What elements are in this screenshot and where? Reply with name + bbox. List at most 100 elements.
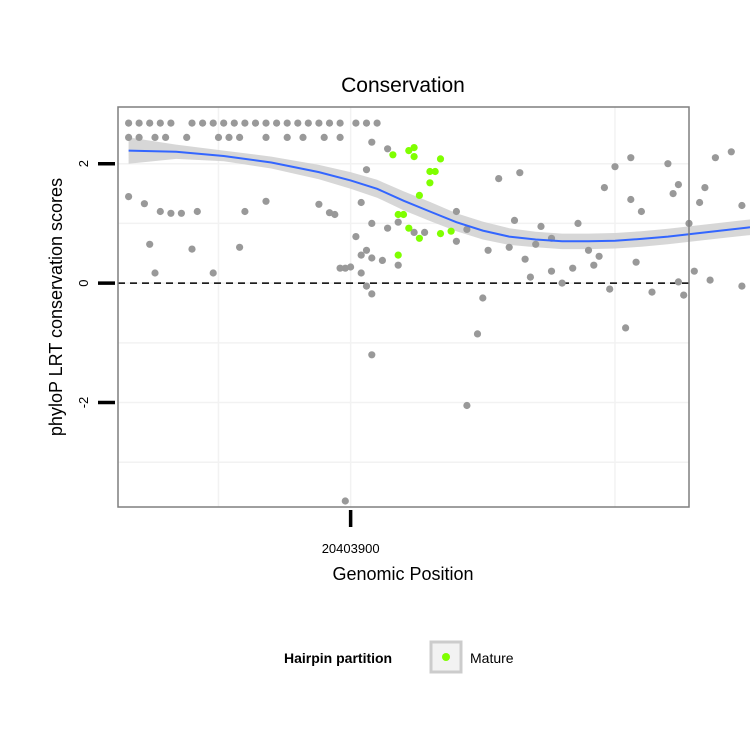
point-other: [362, 166, 371, 174]
point-other: [167, 209, 175, 217]
point-other: [479, 294, 487, 302]
point-other: [262, 119, 270, 127]
point-mature: [447, 227, 455, 235]
point-other: [315, 119, 323, 127]
point-other: [463, 401, 471, 410]
x-tick-label: 20403900: [322, 541, 380, 556]
point-other: [627, 154, 635, 162]
point-other: [362, 246, 371, 254]
point-other: [452, 237, 460, 245]
point-mature: [426, 179, 434, 187]
point-other: [125, 119, 133, 127]
point-other: [627, 195, 635, 204]
point-other: [622, 324, 630, 332]
point-other: [151, 269, 159, 277]
point-other: [421, 228, 429, 236]
point-other: [199, 119, 207, 127]
point-other: [526, 273, 535, 281]
point-other: [532, 240, 540, 248]
point-other: [484, 246, 492, 254]
point-other: [674, 278, 683, 286]
point-other: [188, 245, 196, 253]
point-other: [336, 119, 344, 127]
point-other: [584, 246, 593, 254]
y-tick-label: 0: [76, 279, 91, 286]
point-mature: [399, 210, 408, 219]
plot-panel: [117, 106, 750, 508]
point-other: [547, 267, 556, 275]
legend: Hairpin partition Mature: [284, 640, 514, 674]
point-other: [193, 207, 201, 216]
point-other: [384, 145, 392, 153]
point-other: [452, 207, 460, 216]
point-other: [674, 181, 683, 189]
point-other: [378, 256, 386, 264]
point-other: [463, 225, 471, 233]
point-other: [283, 119, 291, 127]
point-other: [510, 216, 519, 224]
point-other: [183, 133, 191, 141]
point-other: [516, 169, 524, 177]
point-other: [156, 119, 164, 127]
grid-lines: [118, 107, 689, 507]
point-other: [706, 276, 714, 284]
point-other: [273, 119, 281, 127]
point-other: [262, 197, 270, 205]
legend-title: Hairpin partition: [284, 650, 392, 666]
point-other: [664, 160, 672, 168]
point-other: [357, 251, 365, 259]
point-mature: [410, 144, 418, 152]
point-other: [669, 190, 677, 198]
x-axis-title: Genomic Position: [332, 564, 473, 584]
point-other: [738, 201, 746, 210]
point-mature: [405, 147, 413, 155]
point-other: [230, 119, 238, 127]
point-other: [357, 198, 365, 207]
point-other: [125, 193, 133, 201]
panel-background: [118, 107, 689, 507]
point-mature: [394, 251, 402, 259]
legend-label-mature: Mature: [470, 650, 514, 666]
point-other: [125, 133, 133, 141]
point-mature: [415, 191, 423, 199]
point-other: [283, 133, 291, 141]
point-other: [146, 119, 154, 127]
point-mature: [405, 224, 413, 232]
point-other: [373, 119, 381, 127]
point-other: [711, 154, 720, 162]
point-other: [394, 218, 402, 226]
point-other: [606, 285, 614, 293]
point-other: [315, 200, 323, 208]
point-other: [214, 133, 223, 141]
point-other: [362, 282, 371, 290]
point-mature: [394, 210, 402, 219]
point-other: [251, 119, 260, 127]
point-other: [595, 252, 603, 260]
point-mature: [389, 151, 397, 159]
point-other: [696, 198, 704, 207]
point-other: [304, 119, 312, 127]
point-other: [368, 351, 376, 359]
point-other: [262, 133, 270, 141]
point-other: [151, 133, 159, 141]
chart-title: Conservation: [341, 74, 465, 97]
point-other: [738, 282, 746, 290]
point-other: [236, 133, 244, 141]
y-tick-label: 2: [76, 160, 91, 167]
points-other: [125, 119, 746, 505]
point-other: [569, 264, 577, 272]
smooth-line: [128, 149, 750, 243]
point-other: [558, 279, 566, 287]
legend-key-box: [429, 640, 463, 674]
point-other: [473, 330, 482, 338]
legend-key-mature: [442, 653, 450, 661]
point-other: [727, 148, 735, 156]
point-other: [135, 119, 143, 127]
point-mature: [431, 167, 439, 176]
point-other: [384, 224, 392, 232]
point-other: [209, 269, 217, 277]
point-other: [167, 119, 175, 127]
point-other: [368, 254, 376, 262]
point-other: [648, 288, 656, 296]
